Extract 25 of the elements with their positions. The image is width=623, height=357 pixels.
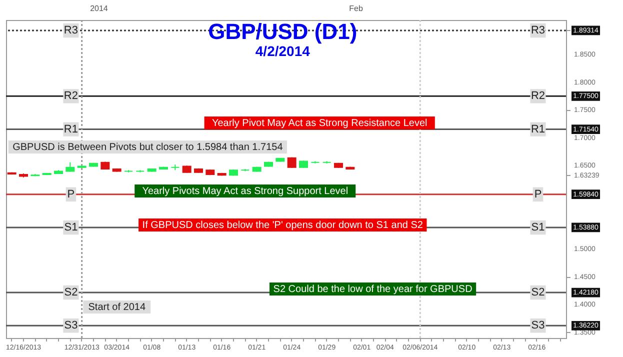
text: R1 bbox=[64, 123, 78, 136]
text: 4/2/2014 bbox=[255, 43, 310, 59]
text: 2014 bbox=[90, 4, 108, 13]
ref-line-label: S3 bbox=[64, 320, 78, 332]
ref-line-label: S2 bbox=[64, 286, 78, 299]
annotation: Yearly Pivot May Act as Strong Resistance Level bbox=[212, 118, 428, 129]
annotation: S2 Could be the low of the year for GBPUSD bbox=[273, 284, 472, 295]
text: R3 bbox=[64, 24, 78, 36]
text: S2 bbox=[531, 286, 545, 299]
ref-line-label: R2 bbox=[530, 90, 546, 102]
ref-line-label: P bbox=[67, 188, 75, 200]
text: R2 bbox=[64, 90, 78, 102]
text: S1 bbox=[531, 221, 545, 234]
ref-line-label: R1 bbox=[530, 123, 546, 136]
text: S3 bbox=[531, 320, 545, 332]
annotation: Start of 2014 bbox=[88, 302, 146, 313]
annotation: Yearly Pivots May Act as Strong Support Level bbox=[142, 186, 348, 197]
candlestick bbox=[66, 162, 75, 172]
text: P bbox=[534, 188, 542, 200]
annotation: GBPUSD is Between Pivots but closer to 1.5984 than 1.7154 bbox=[12, 142, 284, 153]
chart-title: GBP/USD (D1) bbox=[208, 19, 358, 44]
annotation: If GBPUSD closes below the 'P' opens door down to S1 and S2 bbox=[142, 220, 424, 231]
ref-line-label: R3 bbox=[530, 24, 546, 36]
ref-line-label: S1 bbox=[64, 221, 78, 234]
text: Feb bbox=[349, 4, 364, 13]
